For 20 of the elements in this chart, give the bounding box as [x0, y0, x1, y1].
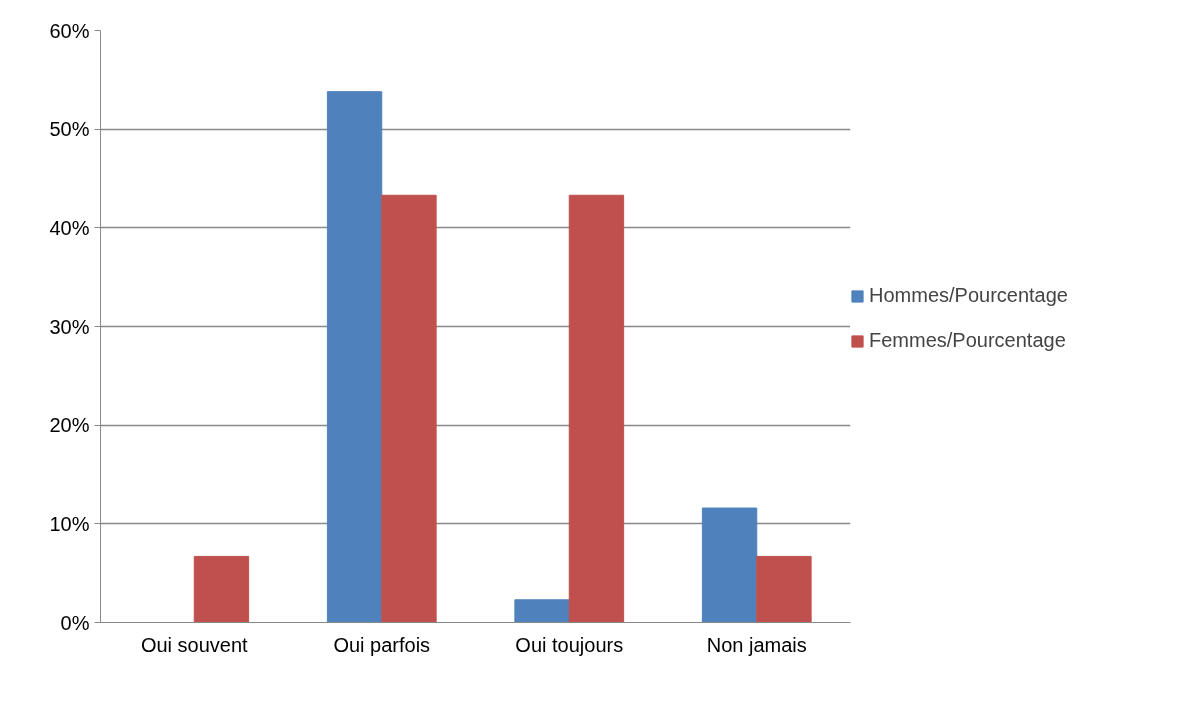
y-tick-label: 30%	[49, 315, 90, 338]
x-tick-label: Oui souvent	[140, 633, 249, 656]
bar	[701, 507, 758, 623]
y-tick-label: 10%	[49, 512, 90, 535]
y-tick-label: 50%	[49, 118, 90, 141]
bar	[514, 599, 570, 623]
x-tick-label: Oui toujours	[515, 633, 624, 656]
y-tick-label: 0%	[60, 611, 90, 634]
y-tick-label: 20%	[49, 414, 90, 437]
y-tick-label: 60%	[49, 19, 90, 42]
bar	[326, 91, 383, 623]
y-tick-label: 40%	[49, 216, 90, 239]
x-tick-label: Oui parfois	[333, 633, 431, 656]
bar	[568, 194, 625, 623]
x-tick-label: Non jamais	[706, 633, 807, 656]
bar	[193, 555, 250, 623]
bar	[756, 555, 812, 623]
legend-label: Hommes/Pourcentage	[869, 284, 1068, 307]
legend-label: Femmes/Pourcentage	[869, 329, 1066, 352]
bar	[381, 194, 437, 623]
